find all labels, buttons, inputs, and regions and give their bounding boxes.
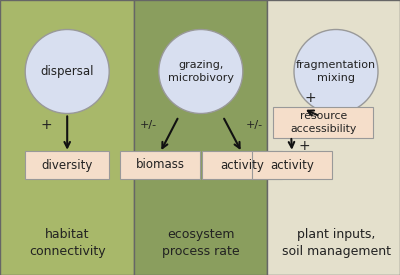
FancyBboxPatch shape <box>134 0 267 275</box>
FancyBboxPatch shape <box>0 0 134 275</box>
Text: +/-: +/- <box>140 120 156 130</box>
Text: diversity: diversity <box>42 158 93 172</box>
Text: +/-: +/- <box>246 120 262 130</box>
Text: +: + <box>298 139 310 153</box>
Text: biomass: biomass <box>136 158 184 172</box>
FancyBboxPatch shape <box>120 151 200 179</box>
Text: fragmentation
mixing: fragmentation mixing <box>296 60 376 83</box>
Text: +: + <box>40 118 52 132</box>
Text: +: + <box>304 91 316 104</box>
FancyBboxPatch shape <box>202 151 282 179</box>
FancyBboxPatch shape <box>25 151 109 179</box>
FancyBboxPatch shape <box>273 107 373 138</box>
Ellipse shape <box>25 29 109 114</box>
Text: activity: activity <box>270 158 314 172</box>
Text: activity: activity <box>220 158 264 172</box>
FancyBboxPatch shape <box>267 0 400 275</box>
Text: grazing,
microbivory: grazing, microbivory <box>168 60 234 83</box>
Text: habitat
connectivity: habitat connectivity <box>29 228 106 258</box>
Ellipse shape <box>159 29 243 114</box>
FancyBboxPatch shape <box>252 151 332 179</box>
Text: plant inputs,
soil management: plant inputs, soil management <box>282 228 390 258</box>
Text: dispersal: dispersal <box>40 65 94 78</box>
Text: resource
accessibility: resource accessibility <box>290 111 356 134</box>
Ellipse shape <box>294 29 378 114</box>
Text: ecosystem
process rate: ecosystem process rate <box>162 228 240 258</box>
